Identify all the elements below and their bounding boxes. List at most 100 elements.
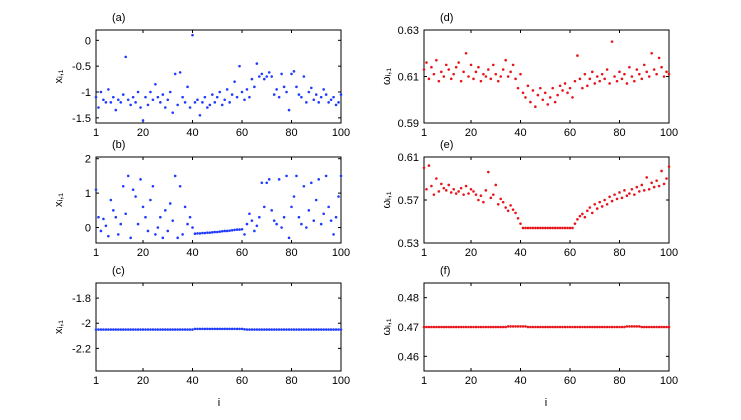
data-point — [499, 197, 503, 201]
data-point — [102, 217, 105, 221]
x-tick-label: 100 — [332, 127, 350, 139]
data-point — [638, 190, 641, 193]
data-point — [121, 328, 125, 331]
data-point — [633, 79, 636, 83]
data-point — [516, 325, 520, 328]
y-tick-label: -2.2 — [72, 343, 91, 355]
data-point — [146, 103, 150, 107]
data-point — [452, 72, 455, 76]
data-point — [161, 328, 165, 331]
data-point — [469, 63, 473, 67]
data-point — [447, 325, 451, 329]
data-point — [440, 182, 443, 186]
data-point — [154, 82, 157, 86]
data-point — [248, 212, 251, 216]
x-axis-title-right: i — [545, 397, 547, 409]
data-point — [462, 70, 465, 74]
data-point — [618, 191, 621, 194]
data-point — [215, 230, 219, 234]
data-point — [280, 72, 283, 76]
data-point — [285, 90, 288, 94]
data-point — [201, 231, 204, 235]
data-point — [603, 325, 606, 329]
data-point — [206, 327, 209, 331]
data-point — [615, 79, 619, 83]
data-point — [151, 328, 155, 331]
data-point — [630, 325, 634, 328]
data-point — [494, 183, 498, 187]
data-point — [314, 93, 318, 96]
data-point — [469, 325, 473, 329]
data-point — [640, 325, 644, 329]
data-point — [280, 328, 283, 331]
data-point — [94, 328, 98, 331]
data-point — [144, 328, 147, 331]
data-point — [250, 219, 254, 222]
data-point — [472, 190, 475, 193]
data-point — [146, 328, 150, 331]
data-point — [203, 231, 207, 235]
data-point — [183, 328, 187, 331]
data-point — [253, 328, 256, 331]
data-point — [655, 179, 658, 182]
y-tick-label: 2 — [85, 154, 91, 166]
data-point — [529, 100, 532, 104]
data-point — [339, 93, 343, 96]
data-point — [317, 101, 321, 104]
data-point — [114, 328, 118, 331]
data-point — [99, 229, 103, 233]
data-point — [245, 328, 249, 331]
data-point — [531, 89, 535, 92]
data-point — [332, 233, 335, 236]
x-tick-label: 20 — [137, 247, 149, 259]
data-point — [329, 98, 333, 102]
x-tick-label: 60 — [564, 127, 576, 139]
data-point — [255, 224, 259, 228]
data-point — [536, 226, 540, 230]
data-point — [571, 226, 574, 230]
data-point — [590, 211, 594, 215]
data-point — [332, 328, 335, 331]
data-point — [272, 328, 276, 331]
data-point — [491, 193, 495, 196]
panel-f: 1 20 40 60 80 100 0.48 0.47 0.46 (f) ωᵢ,₁ — [381, 265, 678, 387]
data-point — [314, 328, 318, 331]
data-point — [193, 232, 197, 236]
data-point — [134, 101, 137, 104]
data-point — [635, 325, 639, 328]
data-point — [623, 72, 626, 76]
plot-frame — [423, 156, 670, 244]
data-point — [427, 325, 431, 329]
data-point — [243, 327, 246, 331]
data-point — [248, 95, 251, 99]
data-point — [519, 325, 522, 328]
data-point — [652, 68, 656, 71]
data-point — [154, 233, 157, 236]
y-axis-title: ωᵢ,₁ — [381, 318, 393, 335]
data-point — [146, 229, 150, 233]
data-point — [213, 230, 217, 234]
y-tick-label: 1 — [85, 188, 91, 200]
data-point — [176, 103, 179, 107]
data-point — [285, 174, 288, 178]
y-axis-title: xᵢ,₁ — [53, 320, 65, 334]
data-point — [119, 328, 123, 331]
x-tick-label: 1 — [421, 375, 427, 387]
data-point — [610, 40, 614, 43]
data-point — [556, 93, 559, 97]
data-point — [447, 68, 451, 71]
data-point — [459, 186, 463, 190]
data-point — [173, 328, 177, 331]
data-point — [240, 90, 244, 94]
data-point — [578, 214, 582, 218]
data-point — [337, 195, 340, 198]
data-point — [650, 325, 653, 329]
data-point — [662, 75, 666, 78]
x-tick-label: 80 — [285, 375, 297, 387]
data-point — [121, 184, 125, 188]
data-point — [432, 325, 436, 329]
data-point — [479, 79, 483, 83]
data-point — [102, 328, 105, 331]
x-tick-label: 60 — [564, 247, 576, 259]
